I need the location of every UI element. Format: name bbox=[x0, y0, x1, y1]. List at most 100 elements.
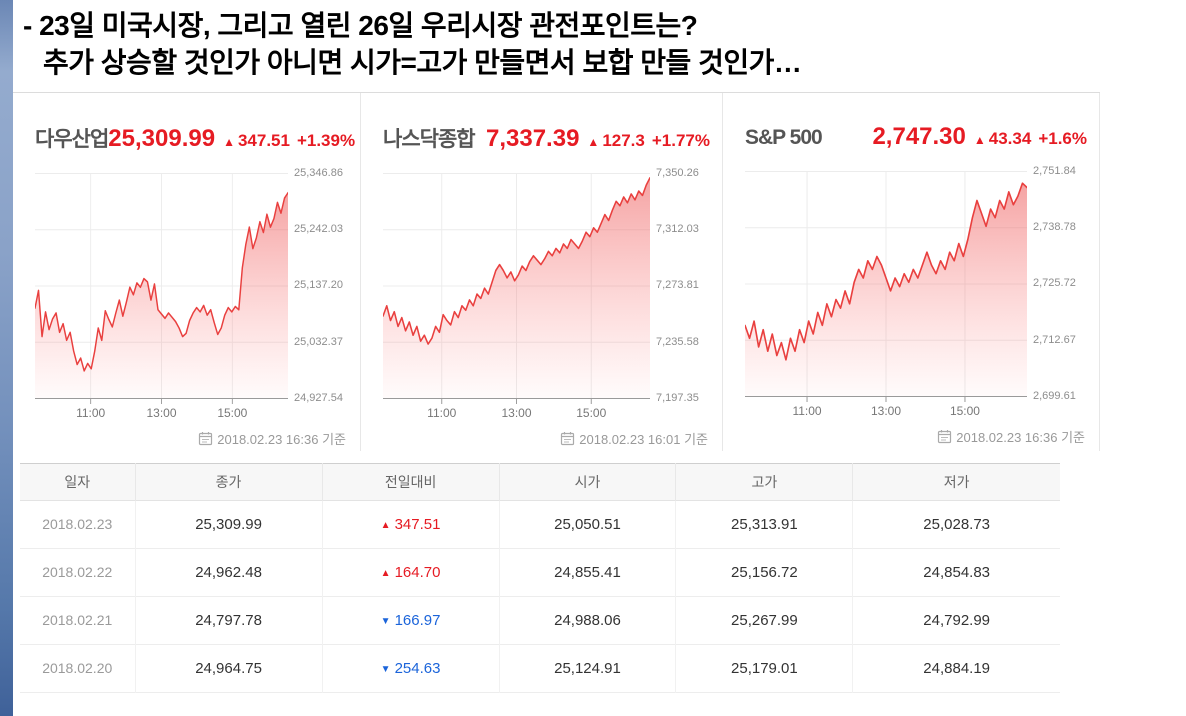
cell-close: 24,797.78 bbox=[134, 596, 323, 645]
cell-high: 25,179.01 bbox=[675, 644, 853, 693]
chart-body: 2,751.84 2,738.78 2,725.72 2,712.67 2,699.61 bbox=[723, 165, 1099, 403]
index-header: 다우산업 25,309.99 ▲ 347.51 +1.39% bbox=[13, 93, 360, 153]
x-tick-label: 13:00 bbox=[870, 403, 902, 418]
cell-low: 24,792.99 bbox=[852, 596, 1060, 645]
cell-high: 25,313.91 bbox=[675, 500, 853, 549]
chart-x-axis-labels: 11:00 13:00 15:00 bbox=[383, 406, 650, 422]
up-triangle-icon: ▲ bbox=[587, 134, 600, 149]
cell-high: 25,267.99 bbox=[675, 596, 853, 645]
table-row: 2018.02.20 24,964.75 ▼ 254.63 25,124.91 25,17… bbox=[20, 644, 1060, 693]
index-change: 127.3 bbox=[602, 130, 645, 150]
column-header: 시가 bbox=[498, 463, 676, 501]
cell-close: 24,962.48 bbox=[134, 548, 323, 597]
x-tick-label: 15:00 bbox=[949, 403, 980, 418]
slide-title: - 23일 미국시장, 그리고 열린 26일 우리시장 관전포인트는? 추가 상… bbox=[13, 0, 1186, 92]
chart-y-axis-labels: 7,350.26 7,312.03 7,273.81 7,235.58 7,197.35 bbox=[650, 167, 722, 405]
table-header-row: 일자 종가 전일대비 시가 고가 저가 bbox=[20, 463, 1060, 501]
y-tick-label: 2,751.84 bbox=[1033, 164, 1076, 177]
index-price: 2,747.30 bbox=[872, 122, 966, 150]
column-header: 전일대비 bbox=[321, 463, 500, 501]
x-tick-label: 11:00 bbox=[76, 405, 106, 420]
column-header: 일자 bbox=[64, 473, 91, 490]
index-change: 43.34 bbox=[988, 128, 1032, 148]
up-triangle-icon: ▲ bbox=[380, 519, 391, 531]
y-tick-label: 2,712.67 bbox=[1033, 333, 1076, 346]
chart-timestamp-row: 2018.02.23 16:36 기준 bbox=[13, 429, 360, 448]
chart-x-axis-labels: 11:00 13:00 15:00 bbox=[745, 404, 1027, 420]
cell-open: 25,050.51 bbox=[498, 500, 676, 549]
y-tick-label: 2,725.72 bbox=[1033, 277, 1076, 290]
y-tick-label: 7,312.03 bbox=[656, 223, 699, 236]
cell-low: 24,884.19 bbox=[852, 644, 1060, 693]
calendar-icon bbox=[561, 431, 575, 446]
slide-content: - 23일 미국시장, 그리고 열린 26일 우리시장 관전포인트는? 추가 상… bbox=[13, 0, 1186, 693]
index-charts-row: 다우산업 25,309.99 ▲ 347.51 +1.39% 25,346.86… bbox=[13, 91, 1100, 451]
y-tick-label: 25,137.20 bbox=[294, 279, 343, 292]
table-row: 2018.02.22 24,962.48 ▲ 164.70 24,855.41 25,15… bbox=[20, 548, 1060, 597]
down-triangle-icon: ▼ bbox=[380, 615, 391, 627]
index-header: S&P 500 2,747.30 ▲ 43.34 +1.6% bbox=[723, 93, 1099, 151]
chart-y-axis-labels: 25,346.86 25,242.03 25,137.20 25,032.37 24,9… bbox=[288, 167, 360, 405]
cell-date: 2018.02.22 bbox=[42, 564, 113, 581]
chart-body: 25,346.86 25,242.03 25,137.20 25,032.37 24,9… bbox=[13, 167, 360, 405]
cell-change: ▼ 166.97 bbox=[321, 596, 500, 645]
cell-change: ▼ 254.63 bbox=[321, 644, 500, 693]
chart-timestamp-row: 2018.02.23 16:01 기준 bbox=[361, 429, 722, 448]
title-line-1: - 23일 미국시장, 그리고 열린 26일 우리시장 관전포인트는? bbox=[23, 10, 698, 41]
cell-open: 24,855.41 bbox=[498, 548, 676, 597]
x-tick-label: 15:00 bbox=[576, 405, 607, 420]
daily-price-table: 일자 종가 전일대비 시가 고가 저가 2018.02.23 25,309.99 ▲ 347.5… bbox=[20, 463, 1186, 693]
index-intraday-chart bbox=[745, 170, 1027, 403]
index-intraday-chart bbox=[383, 172, 650, 405]
index-quote: 7,337.39 ▲ 127.3 +1.77% bbox=[486, 125, 710, 153]
chart-x-axis-labels: 11:00 13:00 15:00 bbox=[35, 406, 288, 422]
y-tick-label: 25,032.37 bbox=[294, 335, 343, 348]
column-header: 종가 bbox=[134, 463, 323, 501]
table-row: 2018.02.23 25,309.99 ▲ 347.51 25,050.51 25,31… bbox=[20, 500, 1060, 549]
cell-date: 2018.02.21 bbox=[42, 612, 113, 629]
index-change-percent: +1.39% bbox=[296, 130, 356, 150]
index-panel: S&P 500 2,747.30 ▲ 43.34 +1.6% 2,751.84 2… bbox=[723, 92, 1100, 451]
cell-close: 24,964.75 bbox=[134, 644, 323, 693]
index-name: 나스닥종합 bbox=[383, 127, 476, 151]
y-tick-label: 7,350.26 bbox=[656, 166, 699, 179]
up-triangle-icon: ▲ bbox=[223, 134, 235, 149]
index-panel: 다우산업 25,309.99 ▲ 347.51 +1.39% 25,346.86… bbox=[13, 92, 361, 451]
index-change: 347.51 bbox=[237, 130, 290, 150]
dow-history-table: 일자 종가 전일대비 시가 고가 저가 2018.02.23 25,309.99 ▲ 347.5… bbox=[20, 463, 1060, 693]
calendar-icon bbox=[938, 429, 952, 444]
index-quote: 2,747.30 ▲ 43.34 +1.6% bbox=[872, 123, 1087, 151]
calendar-icon bbox=[199, 431, 213, 446]
x-tick-label: 11:00 bbox=[427, 405, 457, 420]
cell-change: ▲ 164.70 bbox=[321, 548, 500, 597]
y-tick-label: 7,197.35 bbox=[656, 391, 699, 404]
chart-timestamp: 2018.02.23 16:36 기준 bbox=[217, 431, 346, 447]
x-tick-label: 13:00 bbox=[146, 405, 177, 420]
chart-body: 7,350.26 7,312.03 7,273.81 7,235.58 7,197.35 bbox=[361, 167, 722, 405]
index-panel: 나스닥종합 7,337.39 ▲ 127.3 +1.77% 7,350.26 7,… bbox=[361, 92, 723, 451]
column-header: 저가 bbox=[852, 463, 1060, 501]
slide-edge-strip bbox=[0, 0, 13, 716]
column-header: 고가 bbox=[675, 463, 853, 501]
y-tick-label: 7,235.58 bbox=[656, 335, 699, 348]
y-tick-label: 2,699.61 bbox=[1033, 389, 1076, 402]
cell-change: ▲ 347.51 bbox=[321, 500, 500, 549]
x-tick-label: 11:00 bbox=[792, 403, 822, 418]
y-tick-label: 2,738.78 bbox=[1033, 221, 1076, 234]
chart-timestamp: 2018.02.23 16:01 기준 bbox=[579, 431, 708, 447]
index-change-percent: +1.77% bbox=[651, 130, 710, 150]
cell-open: 24,988.06 bbox=[498, 596, 676, 645]
index-quote: 25,309.99 ▲ 347.51 +1.39% bbox=[108, 125, 355, 153]
up-triangle-icon: ▲ bbox=[973, 132, 986, 147]
table-row: 2018.02.21 24,797.78 ▼ 166.97 24,988.06 25,26… bbox=[20, 596, 1060, 645]
index-header: 나스닥종합 7,337.39 ▲ 127.3 +1.77% bbox=[361, 93, 722, 153]
title-line-2: 추가 상승할 것인가 아니면 시가=고가 만들면서 보합 만들 것인가… bbox=[43, 46, 802, 78]
index-price: 25,309.99 bbox=[108, 124, 216, 152]
cell-high: 25,156.72 bbox=[675, 548, 853, 597]
x-tick-label: 13:00 bbox=[501, 405, 532, 420]
index-price: 7,337.39 bbox=[486, 124, 580, 152]
y-tick-label: 24,927.54 bbox=[294, 391, 343, 404]
chart-y-axis-labels: 2,751.84 2,738.78 2,725.72 2,712.67 2,699.61 bbox=[1027, 165, 1099, 403]
index-name: 다우산업 bbox=[35, 127, 109, 151]
